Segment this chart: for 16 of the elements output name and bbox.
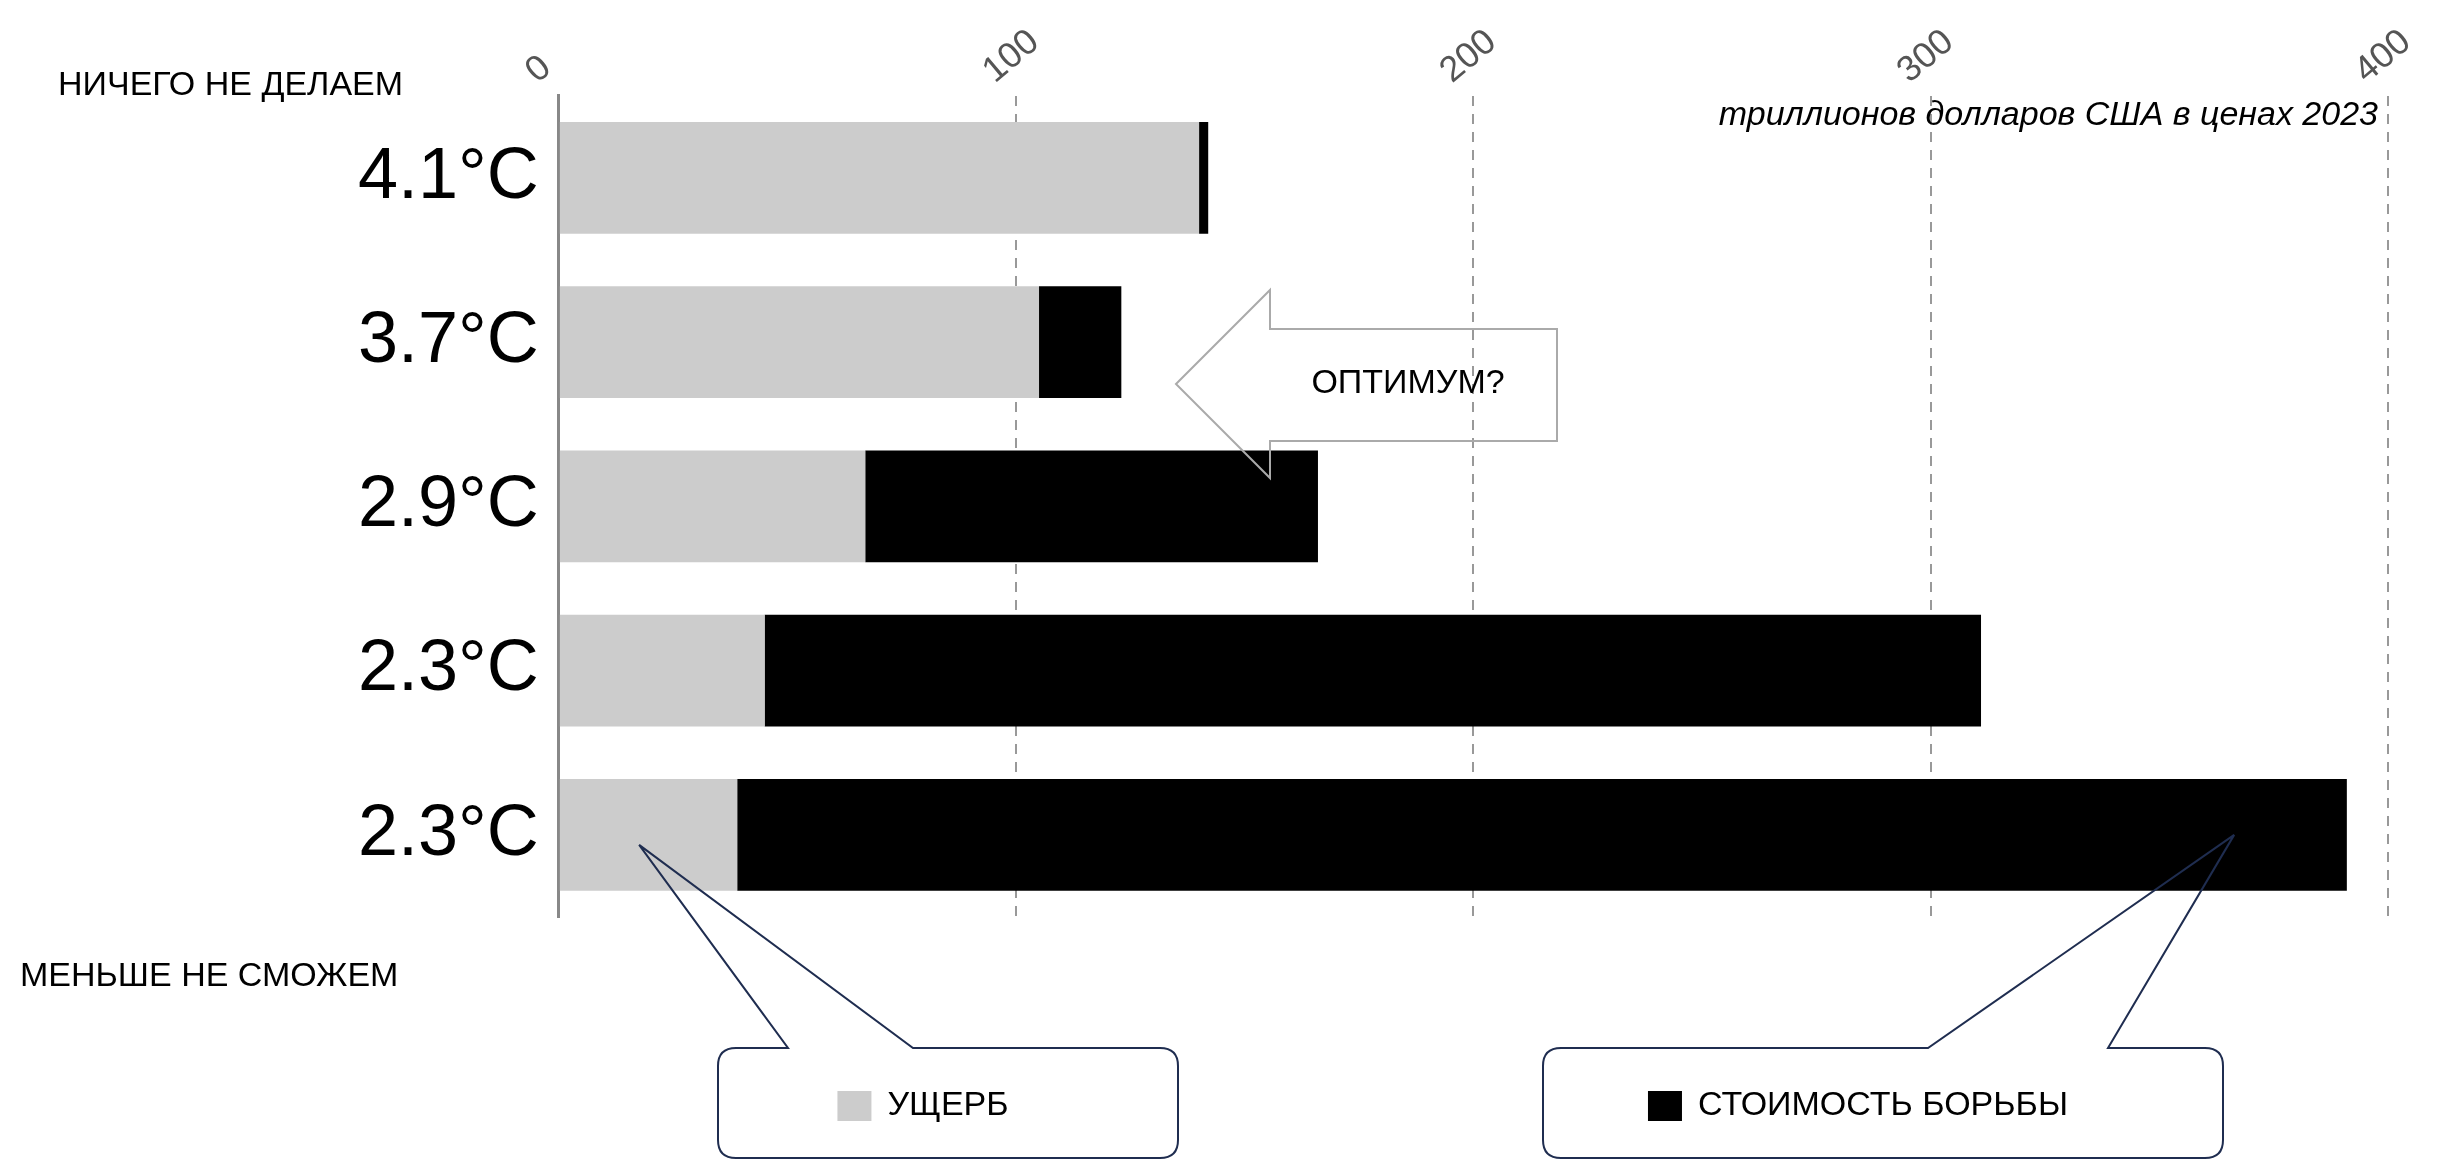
x-tick-label: 0 xyxy=(516,45,558,90)
x-tick-label: 100 xyxy=(973,19,1046,90)
x-tick-label: 200 xyxy=(1430,19,1504,90)
x-tick-label: 400 xyxy=(2345,19,2418,90)
y-tick-label: 2.9°C xyxy=(357,461,539,542)
y-tick-label: 2.3°C xyxy=(357,625,539,706)
y-tick-label: 2.3°C xyxy=(357,789,539,870)
y-tick-label: 3.7°C xyxy=(357,296,539,377)
annotation: ОПТИМУМ? xyxy=(1311,362,1505,401)
x-axis-title: триллионов долларов США в ценах 2023 xyxy=(1718,94,2379,133)
text: МЕНЬШЕ НЕ СМОЖЕМ xyxy=(20,955,399,994)
text: НИЧЕГО НЕ ДЕЛАЕМ xyxy=(58,64,404,103)
legend-label: СТОИМОСТЬ БОРЬБЫ xyxy=(1697,1084,2069,1123)
legend-label: УЩЕРБ xyxy=(887,1084,1009,1123)
x-tick-label: 300 xyxy=(1888,19,1961,90)
y-tick-label: 4.1°C xyxy=(357,132,539,213)
